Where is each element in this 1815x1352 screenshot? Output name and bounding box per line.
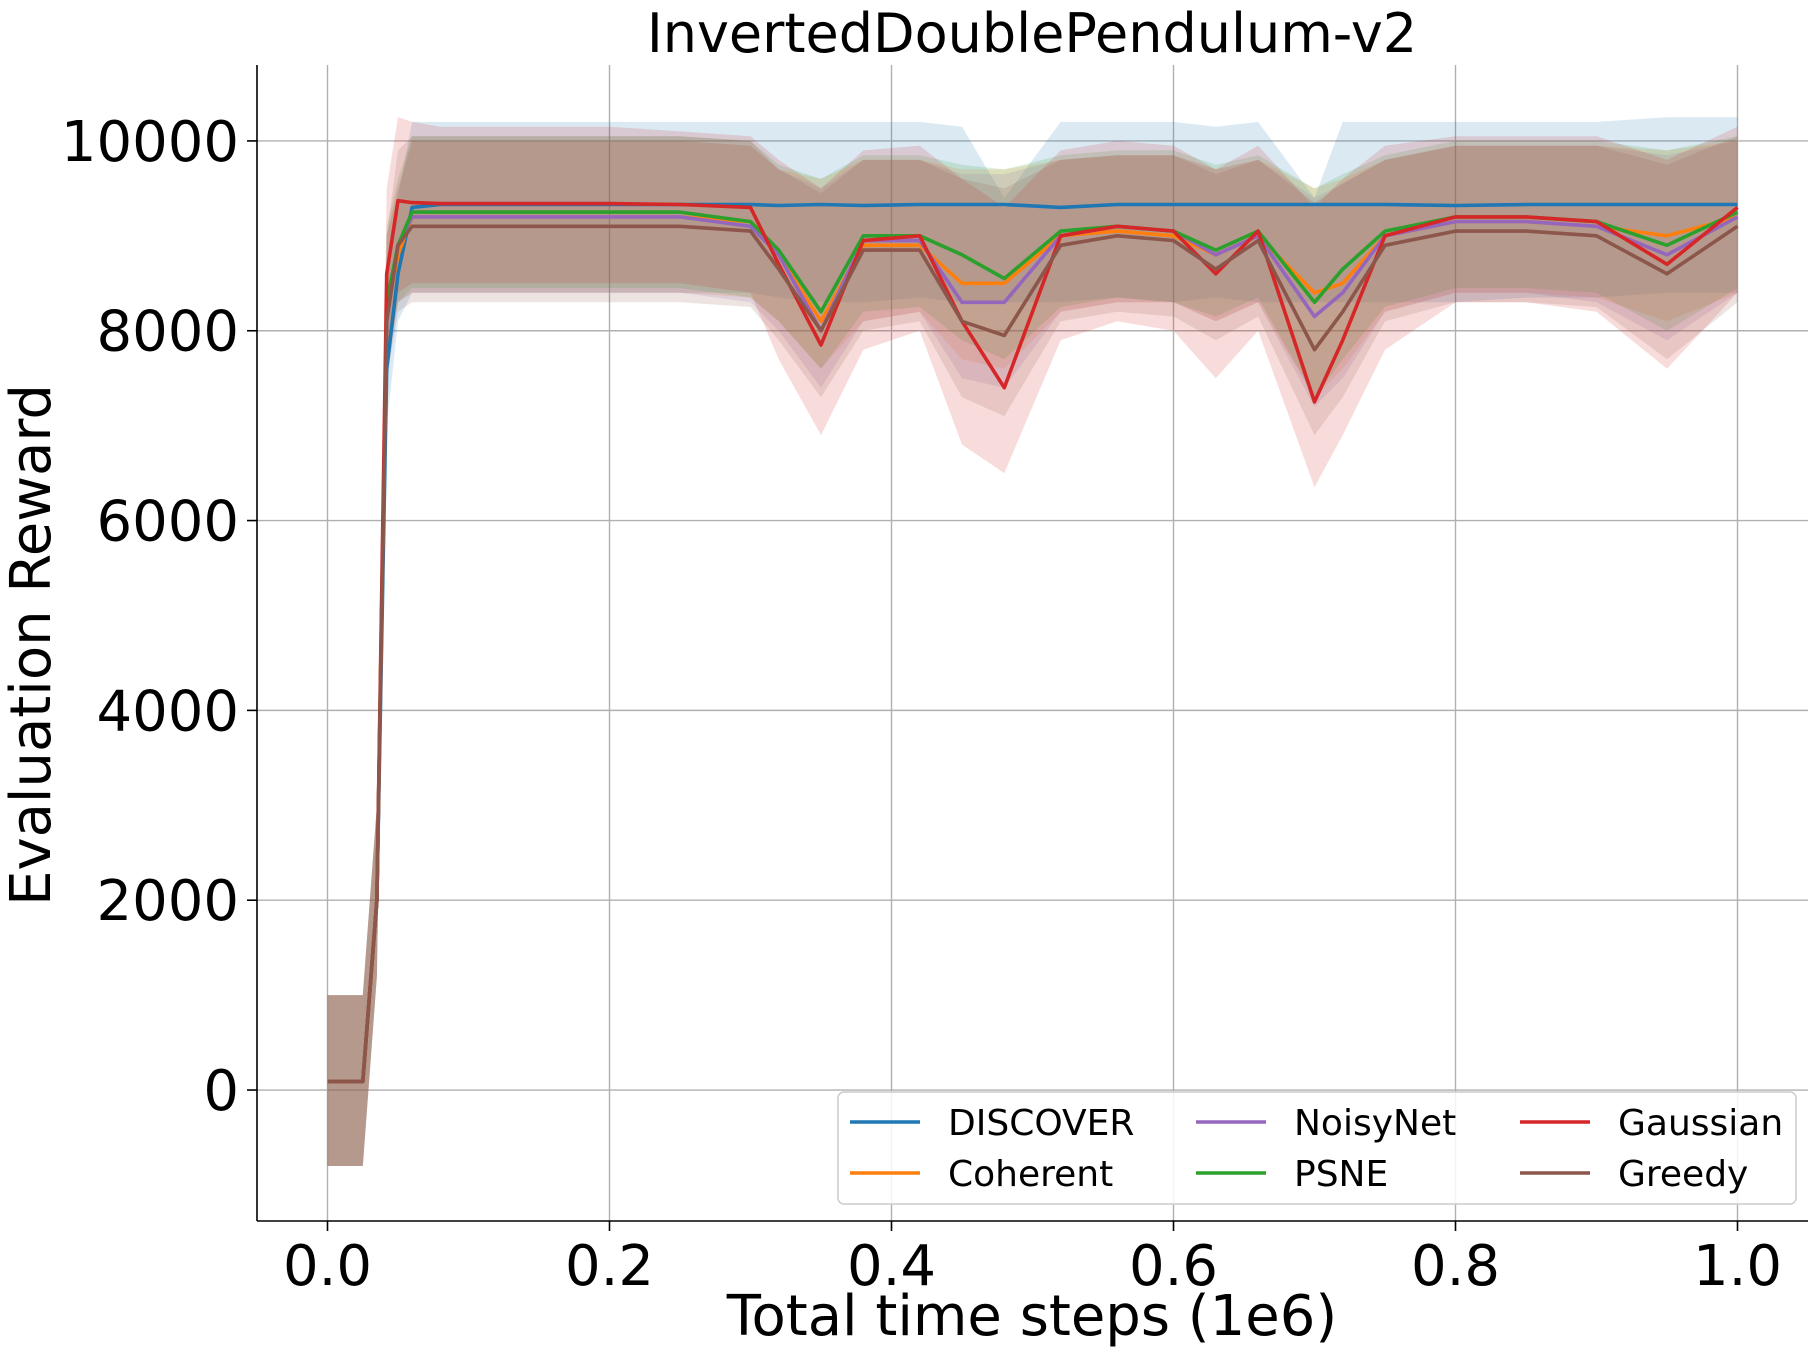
legend-box <box>837 1091 1797 1205</box>
band-greedy <box>327 136 1738 1167</box>
x-tick-label-1: 0.2 <box>565 1234 654 1299</box>
confidence-bands <box>327 117 1738 1167</box>
y-tick-label-0: 0 <box>203 1059 239 1124</box>
y-ticks: 0 2000 4000 6000 8000 10000 <box>61 110 257 1124</box>
band-coherent <box>327 140 1738 1166</box>
y-tick-label-4: 8000 <box>96 300 239 365</box>
y-tick-label-3: 6000 <box>96 490 239 555</box>
legend-label-psne: PSNE <box>1294 1154 1388 1195</box>
x-tick-label-5: 1.0 <box>1693 1234 1782 1299</box>
y-tick-label-5: 10000 <box>61 110 239 175</box>
y-tick-label-2: 4000 <box>96 679 239 744</box>
band-psne <box>327 136 1738 1167</box>
legend-label-coherent: Coherent <box>948 1154 1113 1195</box>
series-line-gaussian <box>327 198 1739 1084</box>
legend-label-discover: DISCOVER <box>948 1103 1134 1144</box>
legend-label-noisynet: NoisyNet <box>1294 1103 1456 1144</box>
axes <box>256 65 1808 1222</box>
grid <box>257 65 1808 1221</box>
series-line-discover <box>327 202 1738 1084</box>
legend: DISCOVER Coherent NoisyNet PSNE Gaussian Gree… <box>837 1091 1797 1205</box>
x-tick-label-2: 0.4 <box>847 1234 936 1299</box>
series-lines <box>327 198 1739 1084</box>
legend-label-gaussian: Gaussian <box>1618 1103 1783 1144</box>
y-tick-label-1: 2000 <box>96 869 239 934</box>
x-tick-label-4: 0.8 <box>1411 1234 1500 1299</box>
y-axis-label: Evaluation Reward <box>0 384 64 906</box>
legend-label-greedy: Greedy <box>1618 1154 1748 1195</box>
x-ticks: 0.0 0.2 0.4 0.6 0.8 1.0 <box>283 1221 1782 1299</box>
series-line-greedy <box>327 224 1739 1084</box>
chart-title: InvertedDoublePendulum-v2 <box>647 2 1417 65</box>
x-axis-label: Total time steps (1e6) <box>726 1284 1337 1349</box>
x-tick-label-0: 0.0 <box>283 1234 372 1299</box>
band-noisynet <box>327 140 1738 1166</box>
x-tick-label-3: 0.6 <box>1129 1234 1218 1299</box>
